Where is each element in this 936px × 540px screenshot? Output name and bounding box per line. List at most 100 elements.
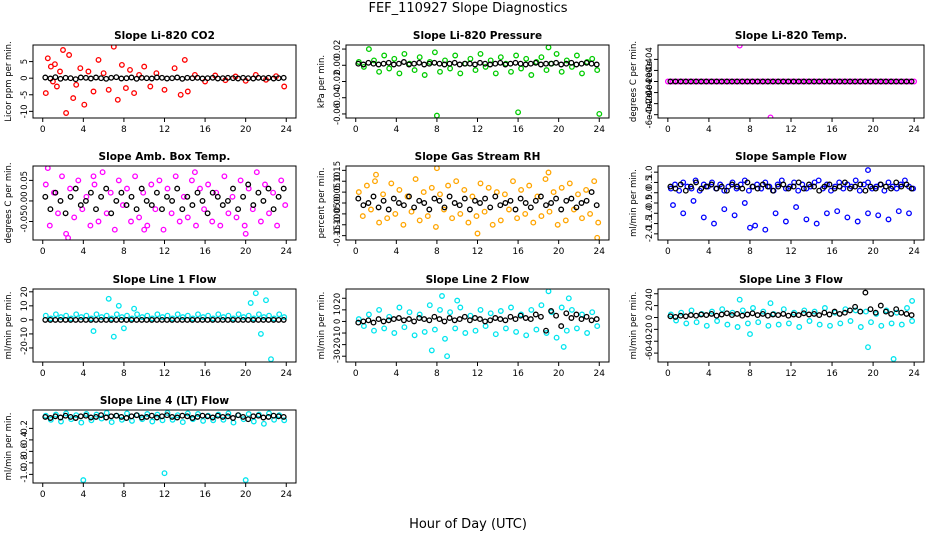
panel-10-series-1-point	[80, 477, 87, 483]
panel-8-series-1-point	[396, 304, 403, 311]
panel-6-series-2-point	[795, 179, 802, 186]
panel-5-series-2-point	[380, 197, 387, 204]
panel-9-series-1-point	[909, 318, 916, 324]
panel-5-series-2-point	[426, 206, 433, 213]
panel-6-series-1-point	[885, 179, 892, 186]
panel-7-series-2-point	[214, 316, 221, 323]
panel-8-y-tick-label: -20	[333, 338, 343, 352]
panel-9-series-2-point	[744, 311, 751, 318]
panel-8-series-1-point	[365, 311, 372, 318]
panel-8-series-1-point	[457, 304, 464, 311]
panel-4-series-2-point	[174, 185, 181, 192]
panel-6-series-2-point	[841, 179, 848, 186]
panel-10-y-axis-label: ml/min per min.	[4, 413, 14, 481]
panel-8-series-1-point	[528, 306, 535, 313]
panel-6-series-2-point	[908, 185, 915, 192]
panel-2-x-tick-label: 8	[434, 125, 440, 135]
panel-9-series-2-point	[893, 306, 900, 313]
panel-7-series-1-point	[52, 311, 59, 318]
panel-2-series-2-point	[517, 60, 524, 67]
panel-1-series-2-point	[123, 75, 130, 82]
panel-10-series-1-point	[250, 418, 257, 425]
panel-5-series-1-point	[514, 215, 521, 222]
panel-4-series-2-point	[224, 197, 231, 204]
panel-9-series-1-point	[865, 344, 871, 351]
panel-6-series-2-point	[749, 183, 756, 190]
panel-5-series-2-point	[416, 197, 423, 204]
panel-8-series-1-point	[371, 327, 377, 334]
panel-7-series-1-point	[90, 328, 97, 335]
panel-6-series-1-point	[711, 220, 717, 227]
panel-6-series-2-point	[852, 183, 859, 190]
panel-5-series-1-point	[420, 189, 427, 196]
panel-1-series-1-point	[77, 65, 84, 72]
panel-6-series-2-point	[729, 181, 735, 188]
panel-10-series-1-point	[210, 417, 217, 424]
panel-2-series-1-point	[482, 63, 489, 70]
panel-9-series-2-point	[739, 312, 746, 319]
panel-3-series-1-point	[767, 114, 774, 118]
panel-4-series-1-point	[132, 173, 139, 180]
panel-1-series-2-point	[143, 75, 150, 82]
panel-3-y-axis-label: degrees C per min.	[629, 41, 639, 122]
panel-8-series-2-point	[558, 323, 565, 330]
panel-9-series-2-point	[816, 312, 823, 319]
panel-10-series-1-point	[225, 410, 232, 417]
panel-9-series-1-point	[724, 321, 731, 328]
panel-9-series-1-point	[719, 306, 726, 313]
panel-5-series-2-point	[548, 200, 555, 206]
panel-8-y-tick-label: -10	[333, 326, 343, 340]
panel-2-series-2-point	[492, 60, 499, 67]
panel-4-series-1-point	[87, 222, 94, 229]
panel-8-series-2-point	[573, 311, 580, 318]
panel-5-series-1-point	[396, 186, 403, 193]
panel-7-series-1-point	[58, 314, 64, 321]
panel-5-series-2-point	[411, 204, 418, 211]
panel-5-x-tick-label: 20	[553, 247, 565, 257]
panel-4-series-1-point	[164, 185, 171, 192]
panel-8-series-1-point	[482, 323, 489, 330]
panel-1-series-1-point	[281, 83, 288, 90]
panel-6-series-1-point	[865, 179, 871, 186]
panel-2-series-2-point	[400, 59, 407, 65]
panel-2-series-2-point	[573, 61, 580, 68]
panel-4-series-2-point	[270, 206, 277, 213]
panel-2-series-2-point	[390, 61, 397, 68]
figure-x-axis-label: Hour of Day (UTC)	[409, 517, 527, 532]
panel-5-series-1-point	[595, 219, 602, 226]
panel-9-series-2-point	[693, 312, 700, 319]
panel-9-series-1-point	[744, 320, 751, 327]
panel-7-series-1-point	[110, 333, 117, 340]
panel-6-series-2-point	[811, 183, 818, 190]
panel-9-series-2-point	[764, 312, 771, 319]
panel-4-series-2-point	[159, 206, 165, 213]
panel-5-series-1-point	[526, 182, 533, 189]
panel-2-series-1-point	[528, 72, 535, 78]
panel-1-series-1-point	[161, 86, 168, 93]
panel-8-series-2-point	[446, 315, 453, 321]
panel-4-y-tick-label: 0.05	[20, 171, 30, 190]
panel-5-series-1-point	[373, 171, 379, 178]
panel-6-series-2-point	[770, 187, 776, 194]
panel-6-series-1-point	[852, 177, 859, 184]
panel-7-series-1-point	[93, 311, 100, 318]
panel-8-series-1-point	[589, 309, 596, 316]
panel-2-series-1-point	[518, 65, 525, 72]
panel-9-series-2-point	[672, 313, 679, 320]
panel-4-series-1-point	[266, 210, 272, 217]
panel-5-series-1-point	[474, 230, 481, 237]
panel-4-series-2-point	[219, 202, 226, 209]
panel-5-series-1-point	[380, 191, 387, 198]
panel-6-series-2-point	[785, 185, 792, 192]
panel-5-series-1-point	[594, 234, 601, 240]
panel-2-x-tick-label: 12	[472, 125, 483, 135]
panel-1-series-2-point	[98, 75, 105, 82]
panel-10-series-1-point	[266, 410, 272, 417]
panel-8-series-1-point	[563, 327, 570, 334]
panel-8-series-2-point	[360, 318, 367, 325]
panel-4-series-2-point	[62, 210, 69, 217]
panel-8-series-2-point	[492, 315, 499, 321]
panel-10-series-1-point	[200, 417, 207, 424]
panel-5-series-1-point	[591, 178, 598, 185]
panel-9-series-2-point	[687, 312, 694, 319]
